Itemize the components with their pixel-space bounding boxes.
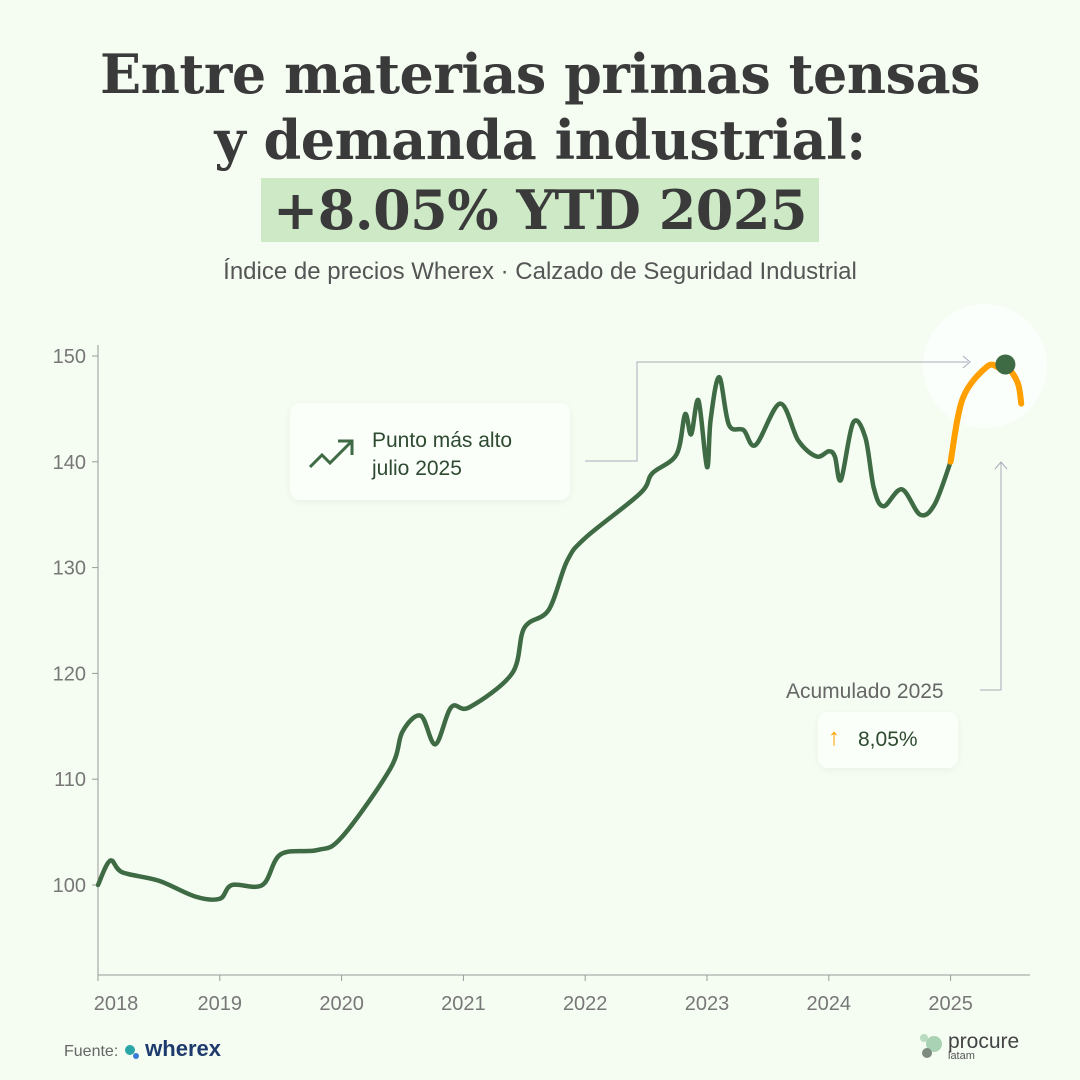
y-tick-label: 150 (53, 346, 86, 368)
y-tick-label: 100 (53, 875, 86, 897)
x-tick-label: 2023 (685, 993, 730, 1015)
arrow-up-icon: ↑ (828, 724, 840, 751)
procure-logo-icon (920, 1034, 960, 1064)
ytd-connector (980, 462, 1002, 691)
ytd-card: ↑ 8,05% (818, 712, 958, 768)
title-line-2: y demanda industrial: (214, 108, 866, 172)
y-tick-label: 130 (53, 558, 86, 580)
subtitle: Índice de precios Wherex · Calzado de Se… (223, 258, 857, 285)
y-tick-label: 120 (53, 663, 86, 685)
x-tick-label: 2020 (319, 993, 364, 1015)
peak-annotation-card: Punto más alto julio 2025 (290, 403, 570, 500)
x-tick-label: 2024 (807, 993, 852, 1015)
arrow-up-small-icon (994, 461, 1008, 470)
y-tick-label: 140 (53, 452, 86, 474)
y-tick-label: 110 (54, 769, 86, 791)
ytd-value: 8,05% (858, 728, 918, 751)
procure-brand: procure latam (948, 1030, 1019, 1062)
title-line-1: Entre materias primas tensas (100, 42, 980, 106)
source: Fuente: wherex (64, 1036, 221, 1062)
trending-up-icon (308, 439, 354, 469)
peak-label: Punto más alto (372, 429, 513, 452)
series-line-index (95, 374, 953, 902)
peak-point (995, 354, 1016, 375)
wherex-logo-icon (123, 1043, 141, 1061)
x-tick-label: 2019 (198, 993, 243, 1015)
ytd-label: Acumulado 2025 (786, 680, 944, 703)
peak-date: julio 2025 (372, 457, 462, 480)
source-brand: wherex (145, 1036, 221, 1061)
peak-connector (585, 361, 968, 462)
brand-name: procure (948, 1030, 1020, 1053)
arrow-right-icon (962, 355, 971, 369)
title-highlight: +8.05% YTD 2025 (260, 178, 820, 242)
x-tick-label: 2018 (94, 993, 139, 1015)
x-tick-label: 2022 (563, 993, 608, 1015)
source-label: Fuente: (64, 1043, 119, 1060)
x-tick-label: 2021 (441, 993, 486, 1015)
x-tick-label: 2025 (928, 993, 973, 1015)
brand-sub: latam (948, 1050, 975, 1062)
